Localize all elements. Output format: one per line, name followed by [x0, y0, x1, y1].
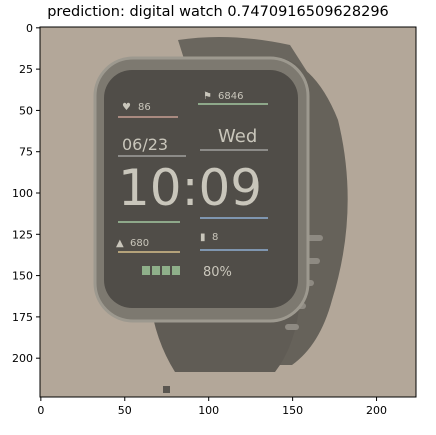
y-tick-label: 200 [12, 352, 33, 365]
y-tick-label: 25 [19, 63, 33, 76]
svg-text:⚑: ⚑ [203, 91, 212, 102]
image-artifact [163, 386, 170, 393]
screen-battery: 80% [203, 265, 232, 280]
x-tick-label: 50 [118, 404, 132, 417]
battery-indicator [142, 266, 180, 275]
axes-frame [39, 26, 417, 398]
screen-content: ♥ 86 ⚑ 6846 06/23 Wed 10:09 ▲ 680 ▮ 8 [116, 91, 268, 280]
y-axis: 0 25 50 75 100 125 150 175 200 [12, 22, 40, 365]
watch-strap-top [178, 36, 322, 95]
y-tick-label: 75 [19, 146, 33, 159]
chart-title: prediction: digital watch 0.747091650962… [47, 4, 389, 20]
y-tick-label: 175 [12, 311, 33, 324]
screen-sleep: 8 [212, 232, 218, 243]
screen-steps: 6846 [218, 91, 243, 102]
y-tick-label: 100 [12, 187, 33, 200]
y-tick-label: 150 [12, 270, 33, 283]
x-tick-label: 150 [282, 404, 303, 417]
x-tick-label: 200 [366, 404, 387, 417]
screen-weekday: Wed [218, 126, 257, 147]
svg-text:♥: ♥ [122, 102, 131, 113]
svg-text:▲: ▲ [116, 238, 124, 249]
screen-time: 10:09 [118, 159, 262, 217]
screen-heart-rate: 86 [138, 102, 151, 113]
image-area: ♥ 86 ⚑ 6846 06/23 Wed 10:09 ▲ 680 ▮ 8 [40, 27, 416, 397]
y-tick-label: 50 [19, 104, 33, 117]
x-tick-label: 100 [198, 404, 219, 417]
x-axis: 0 50 100 150 200 [37, 397, 387, 417]
screen-calories: 680 [130, 238, 149, 249]
y-tick-label: 0 [26, 22, 33, 35]
watch-screen [104, 70, 298, 308]
screen-date: 06/23 [122, 135, 168, 154]
svg-text:▮: ▮ [200, 232, 206, 243]
x-tick-label: 0 [37, 404, 44, 417]
y-tick-label: 125 [12, 228, 33, 241]
